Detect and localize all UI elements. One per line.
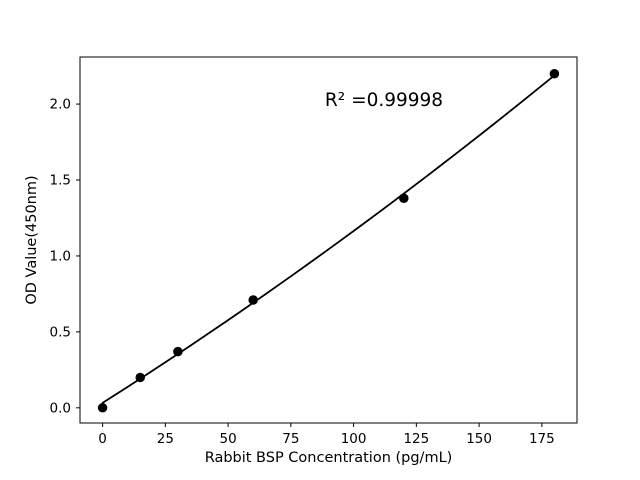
x-tick-label: 100 <box>341 431 367 447</box>
y-tick-label: 0.0 <box>50 400 71 416</box>
plot-area: 0 25 50 75 100 125 150 175 0.0 0.5 1.0 1.5 2.0 <box>50 56 578 447</box>
x-tick-label: 50 <box>220 431 237 447</box>
y-axis-label: OD Value(450nm) <box>24 175 40 304</box>
data-point <box>248 295 258 305</box>
y-tick-label: 2.0 <box>50 97 71 113</box>
x-axis-label: Rabbit BSP Concentration (pg/mL) <box>205 450 453 466</box>
data-point <box>97 403 108 413</box>
data-point <box>135 372 145 383</box>
r-squared-annotation: R² =0.99998 <box>325 90 443 111</box>
x-tick-label: 0 <box>98 431 107 447</box>
data-point <box>549 68 560 79</box>
data-point <box>399 193 409 203</box>
x-tick-label: 175 <box>529 431 555 447</box>
y-tick-label: 1.0 <box>50 248 71 264</box>
fit-line <box>101 74 556 404</box>
data-point <box>173 346 183 357</box>
x-tick-label: 75 <box>282 431 299 447</box>
x-tick-label: 25 <box>157 431 174 447</box>
x-tick-label: 150 <box>466 431 492 447</box>
plot-frame <box>79 56 578 424</box>
y-tick-label: 1.5 <box>50 173 71 189</box>
x-tick-label: 125 <box>403 431 429 447</box>
y-tick-label: 0.5 <box>50 324 71 340</box>
